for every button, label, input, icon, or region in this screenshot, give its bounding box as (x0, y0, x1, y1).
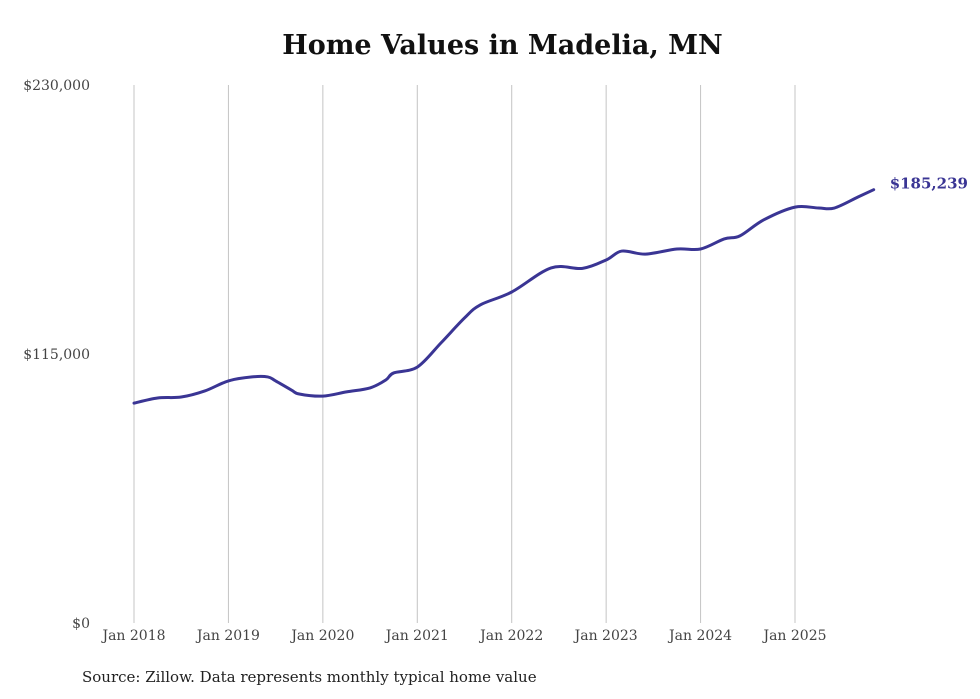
end-value-label: $185,239 (890, 175, 968, 193)
x-tick-label: Jan 2022 (478, 628, 543, 644)
source-note: Source: Zillow. Data represents monthly … (82, 668, 537, 686)
x-tick-label: Jan 2024 (667, 628, 732, 644)
chart-title: Home Values in Madelia, MN (282, 30, 723, 61)
x-tick-label: Jan 2020 (289, 628, 354, 644)
series-line (132, 188, 876, 405)
y-tick-label: $0 (72, 616, 90, 632)
y-tick-label: $115,000 (23, 347, 90, 363)
x-tick-label: Jan 2018 (100, 628, 165, 644)
x-tick-label: Jan 2021 (384, 628, 449, 644)
x-tick-label: Jan 2023 (573, 628, 638, 644)
y-tick-label: $230,000 (23, 78, 90, 94)
x-tick-label: Jan 2025 (761, 628, 826, 644)
x-tick-label: Jan 2019 (195, 628, 260, 644)
